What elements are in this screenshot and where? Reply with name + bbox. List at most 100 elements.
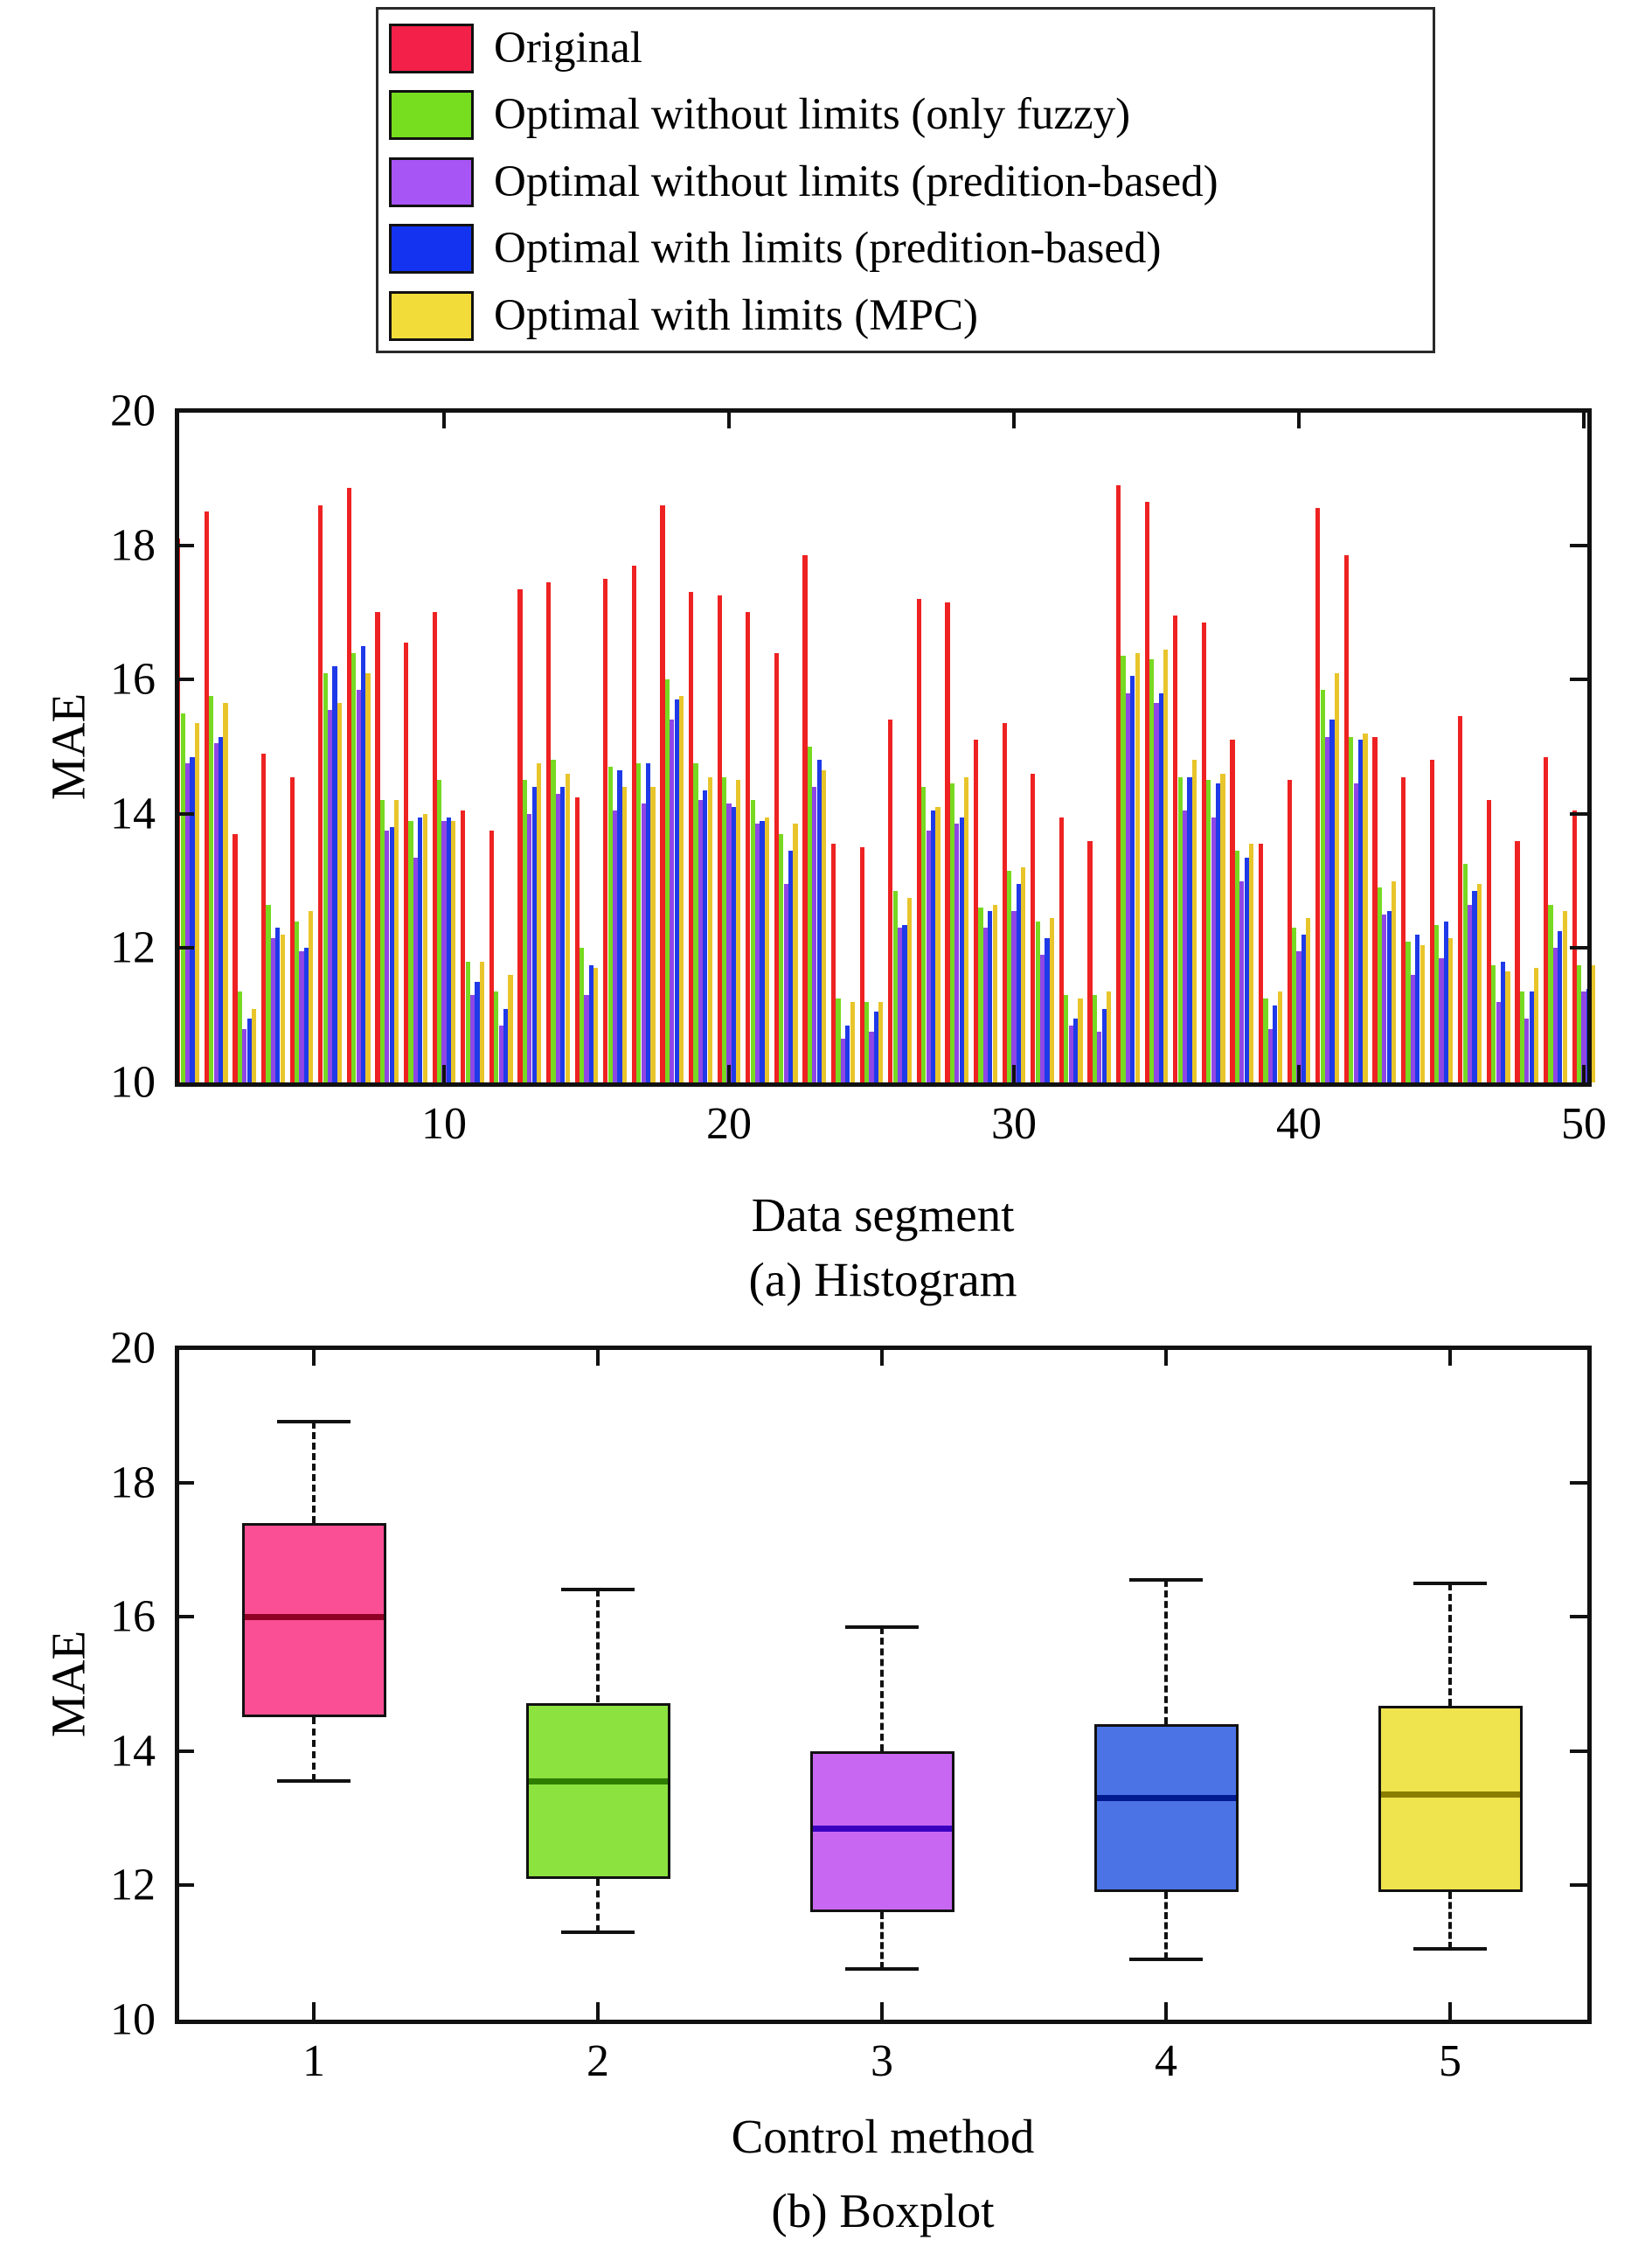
bar-original xyxy=(1087,840,1093,1082)
whisker-cap-upper xyxy=(1413,1581,1487,1585)
bar-optimal-with-limits-mpc xyxy=(1306,917,1311,1082)
y-tick-label: 20 xyxy=(110,386,156,436)
bar-optimal-without-limits-predition-based xyxy=(1182,810,1188,1082)
bar-optimal-without-limits-predition-based xyxy=(1353,783,1358,1082)
bar-optimal-without-limits-predition-based xyxy=(385,831,390,1082)
y-tick xyxy=(1570,1615,1587,1619)
bar-optimal-with-limits-predition-based xyxy=(1273,1005,1278,1082)
median-method-4 xyxy=(1096,1795,1236,1802)
bar-optimal-with-limits-predition-based xyxy=(1244,857,1249,1082)
bar-optimal-without-limits-predition-based xyxy=(1524,1019,1530,1082)
legend-swatch xyxy=(389,24,474,73)
whisker-cap-lower xyxy=(561,1930,635,1935)
x-tick xyxy=(1012,1065,1016,1082)
bar-optimal-with-limits-predition-based xyxy=(332,665,337,1082)
bar-original xyxy=(346,488,352,1082)
x-tick-label: 50 xyxy=(1561,1099,1607,1149)
y-tick xyxy=(1570,946,1587,950)
bar-optimal-with-limits-mpc xyxy=(479,961,485,1082)
bar-original xyxy=(1486,800,1492,1082)
bar-optimal-without-limits-predition-based xyxy=(954,824,960,1082)
y-tick xyxy=(177,1883,194,1888)
box-method-2 xyxy=(525,1702,670,1879)
bar-optimal-with-limits-predition-based xyxy=(645,763,651,1082)
bar-optimal-without-limits-predition-based xyxy=(1211,817,1216,1082)
bar-optimal-with-limits-predition-based xyxy=(418,817,423,1082)
bar-optimal-with-limits-mpc xyxy=(337,703,343,1082)
x-tick xyxy=(442,411,446,428)
x-tick xyxy=(727,411,731,428)
bar-optimal-without-limits-only-fuzzy xyxy=(1519,991,1525,1082)
bar-optimal-with-limits-predition-based xyxy=(190,756,195,1082)
bar-optimal-with-limits-predition-based xyxy=(845,1025,850,1082)
bar-optimal-with-limits-predition-based xyxy=(1187,776,1192,1082)
whisker-lower xyxy=(1164,1892,1168,1959)
bar-optimal-without-limits-only-fuzzy xyxy=(607,767,613,1082)
bar-optimal-with-limits-mpc xyxy=(1391,880,1397,1082)
bar-optimal-with-limits-predition-based xyxy=(703,790,708,1082)
whisker-lower xyxy=(1448,1892,1452,1950)
bar-original xyxy=(774,652,780,1082)
median-method-3 xyxy=(812,1825,952,1832)
bar-original xyxy=(403,643,409,1082)
bar-original xyxy=(574,797,580,1082)
y-tick-label: 14 xyxy=(110,1726,156,1777)
bar-optimal-with-limits-mpc xyxy=(1021,867,1026,1082)
x-tick xyxy=(596,1348,600,1366)
legend-item: Optimal without limits (only fuzzy) xyxy=(378,90,1433,141)
bar-optimal-with-limits-predition-based xyxy=(1072,1019,1079,1082)
bar-optimal-with-limits-mpc xyxy=(1562,911,1567,1082)
y-tick xyxy=(177,1615,194,1619)
bar-optimal-without-limits-only-fuzzy xyxy=(779,833,784,1082)
bar-original xyxy=(432,612,437,1082)
x-tick xyxy=(727,1065,731,1082)
y-tick xyxy=(177,543,194,547)
bar-optimal-without-limits-only-fuzzy xyxy=(921,787,927,1082)
bar-optimal-with-limits-predition-based xyxy=(1415,935,1420,1082)
bar-optimal-with-limits-predition-based xyxy=(560,787,566,1082)
legend: Original Optimal without limits (only fuz… xyxy=(376,7,1435,353)
bar-original xyxy=(1230,740,1235,1082)
bar-optimal-with-limits-predition-based xyxy=(873,1012,879,1082)
bar-original xyxy=(1287,780,1292,1082)
bar-optimal-with-limits-predition-based xyxy=(1472,891,1477,1082)
bar-optimal-with-limits-predition-based xyxy=(303,948,309,1082)
bar-original xyxy=(1115,484,1121,1082)
bar-optimal-without-limits-predition-based xyxy=(869,1032,874,1082)
bar-optimal-without-limits-predition-based xyxy=(1068,1025,1073,1082)
bar-optimal-without-limits-predition-based xyxy=(299,951,304,1082)
bar-optimal-without-limits-only-fuzzy xyxy=(1263,998,1268,1082)
bar-optimal-without-limits-only-fuzzy xyxy=(579,948,585,1082)
y-tick-label: 10 xyxy=(110,1057,156,1108)
whisker-upper xyxy=(596,1590,600,1703)
box-method-4 xyxy=(1093,1724,1239,1893)
bar-optimal-without-limits-predition-based xyxy=(498,1025,503,1082)
bar-optimal-with-limits-mpc xyxy=(1476,884,1482,1082)
x-tick xyxy=(1582,1065,1586,1082)
bar-optimal-without-limits-only-fuzzy xyxy=(836,998,841,1082)
bar-optimal-without-limits-only-fuzzy xyxy=(636,763,642,1082)
bar-optimal-without-limits-predition-based xyxy=(897,928,903,1082)
y-tick xyxy=(1570,811,1587,816)
bar-original xyxy=(260,753,267,1082)
x-tick xyxy=(1297,1065,1301,1082)
y-tick xyxy=(1570,1749,1587,1753)
bar-original xyxy=(318,504,323,1082)
y-tick xyxy=(1570,543,1587,547)
x-tick xyxy=(1448,2002,1452,2020)
bar-original xyxy=(375,612,380,1082)
median-method-1 xyxy=(244,1613,384,1620)
box-method-1 xyxy=(241,1522,386,1718)
x-tick xyxy=(312,2002,316,2020)
bar-optimal-with-limits-predition-based xyxy=(1016,884,1022,1082)
bar-optimal-without-limits-only-fuzzy xyxy=(1121,656,1126,1082)
x-tick xyxy=(1164,2002,1168,2020)
bar-original xyxy=(489,831,495,1082)
bar-optimal-with-limits-predition-based xyxy=(1158,692,1164,1082)
bar-optimal-with-limits-mpc xyxy=(1277,991,1282,1082)
bar-optimal-without-limits-only-fuzzy xyxy=(551,760,556,1082)
whisker-cap-lower xyxy=(845,1967,919,1972)
x-tick-label: 2 xyxy=(587,2036,609,2086)
bar-optimal-without-limits-predition-based xyxy=(1154,703,1159,1082)
